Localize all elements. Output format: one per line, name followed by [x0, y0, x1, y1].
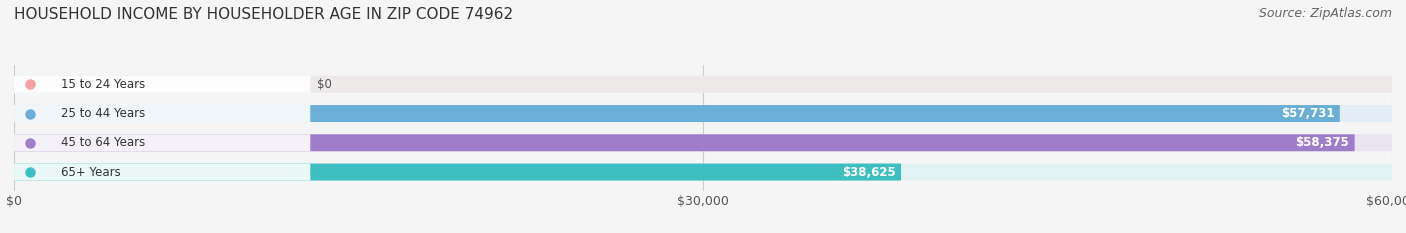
Text: 65+ Years: 65+ Years — [62, 165, 121, 178]
FancyBboxPatch shape — [14, 105, 311, 122]
FancyBboxPatch shape — [14, 164, 1392, 181]
Text: HOUSEHOLD INCOME BY HOUSEHOLDER AGE IN ZIP CODE 74962: HOUSEHOLD INCOME BY HOUSEHOLDER AGE IN Z… — [14, 7, 513, 22]
FancyBboxPatch shape — [14, 164, 901, 181]
FancyBboxPatch shape — [14, 76, 311, 93]
Text: 25 to 44 Years: 25 to 44 Years — [62, 107, 146, 120]
Text: $38,625: $38,625 — [842, 165, 896, 178]
Text: 15 to 24 Years: 15 to 24 Years — [62, 78, 146, 91]
FancyBboxPatch shape — [14, 76, 1392, 93]
FancyBboxPatch shape — [14, 164, 311, 181]
Text: $58,375: $58,375 — [1295, 136, 1350, 149]
Text: 45 to 64 Years: 45 to 64 Years — [62, 136, 146, 149]
FancyBboxPatch shape — [14, 105, 1340, 122]
FancyBboxPatch shape — [14, 134, 311, 151]
Text: Source: ZipAtlas.com: Source: ZipAtlas.com — [1258, 7, 1392, 20]
FancyBboxPatch shape — [14, 105, 1392, 122]
Text: $57,731: $57,731 — [1281, 107, 1334, 120]
FancyBboxPatch shape — [14, 134, 1354, 151]
FancyBboxPatch shape — [14, 134, 1392, 151]
Text: $0: $0 — [318, 78, 332, 91]
